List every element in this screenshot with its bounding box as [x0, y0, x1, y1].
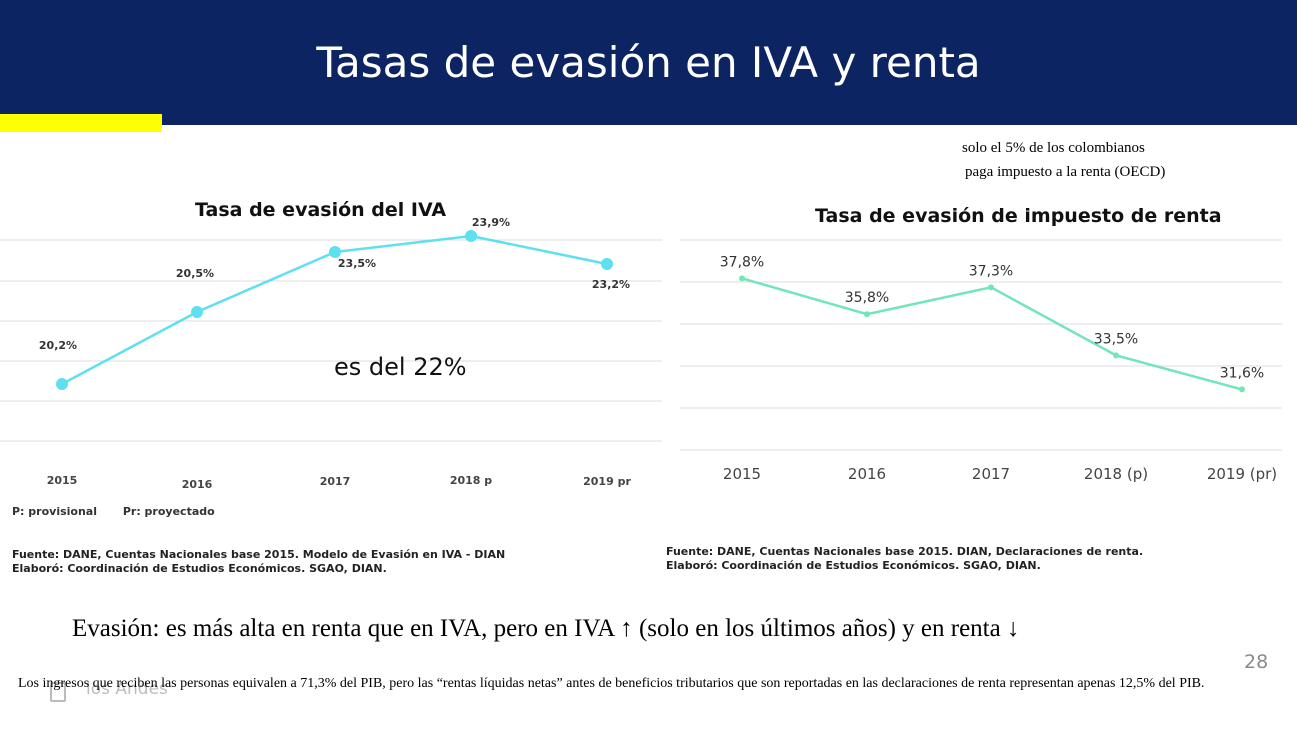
- data-label: 20,2%: [39, 339, 77, 352]
- data-point: [1239, 386, 1245, 393]
- data-label: 35,8%: [845, 290, 889, 306]
- iva-chart-title: Tasa de evasión del IVA: [195, 199, 447, 221]
- conclusion-text: Evasión: es más alta en renta que en IVA…: [72, 615, 1020, 642]
- iva-source-line-1: Fuente: DANE, Cuentas Nacionales base 20…: [12, 548, 506, 561]
- x-tick-label: 2016: [182, 478, 213, 491]
- page-number: 28: [1244, 651, 1269, 673]
- data-label: 33,5%: [1094, 331, 1138, 347]
- logo-text: los Andes: [86, 679, 168, 699]
- legend-provisional: P: provisional: [12, 505, 97, 518]
- iva-evasion-chart: 20,2% 20,5% 23,5% 23,9% 23,2% 2015 2016 2017 201…: [0, 216, 662, 491]
- x-tick-label: 2018 p: [450, 474, 492, 487]
- slide-header: Tasas de evasión en IVA y renta: [0, 0, 1297, 125]
- data-point: [56, 378, 68, 390]
- iva-source: Fuente: DANE, Cuentas Nacionales base 20…: [12, 548, 505, 576]
- data-point: [191, 306, 203, 318]
- data-label: 20,5%: [176, 267, 214, 280]
- series-line: [741, 277, 1243, 391]
- x-tick-label: 2017: [972, 465, 1010, 483]
- x-tick-label: 2015: [47, 474, 78, 487]
- x-tick-label: 2017: [320, 475, 351, 488]
- data-point: [988, 284, 994, 291]
- footnote-text: Los ingresos que reciben las personas eq…: [18, 676, 1205, 691]
- data-label: 23,5%: [338, 257, 376, 270]
- data-point: [329, 246, 341, 258]
- university-logo: los Andes: [50, 676, 200, 716]
- logo-mark-icon: [50, 682, 66, 702]
- data-point: [864, 311, 870, 318]
- renta-chart-title: Tasa de evasión de impuesto de renta: [815, 205, 1222, 227]
- data-point: [1113, 352, 1119, 359]
- data-point: [601, 258, 613, 270]
- slide-title: Tasas de evasión en IVA y renta: [316, 38, 981, 87]
- x-tick-label: 2016: [848, 465, 886, 483]
- callout-text: es del 22%: [334, 353, 467, 381]
- note-line-1: solo el 5% de los colombianos: [962, 140, 1145, 156]
- renta-evasion-chart: 37,8% 35,8% 37,3% 33,5% 31,6% 2015 2016 2017 201…: [680, 239, 1282, 483]
- data-label: 37,3%: [969, 263, 1013, 279]
- x-tick-label: 2019 pr: [583, 475, 631, 488]
- iva-source-line-2: Elaboró: Coordinación de Estudios Económ…: [12, 562, 387, 575]
- x-tick-label: 2019 (pr): [1207, 465, 1277, 483]
- data-label: 31,6%: [1220, 365, 1264, 381]
- x-tick-label: 2018 (p): [1084, 465, 1148, 483]
- renta-source: Fuente: DANE, Cuentas Nacionales base 20…: [666, 545, 1143, 573]
- data-label: 23,2%: [592, 278, 630, 291]
- data-label: 23,9%: [472, 216, 510, 229]
- data-point: [739, 275, 745, 282]
- note-line-2: paga impuesto a la renta (OECD): [965, 164, 1166, 180]
- legend-proyectado: Pr: proyectado: [122, 505, 215, 518]
- renta-source-line-2: Elaboró: Coordinación de Estudios Económ…: [666, 559, 1041, 572]
- accent-bar: [0, 114, 162, 132]
- renta-source-line-1: Fuente: DANE, Cuentas Nacionales base 20…: [666, 545, 1144, 558]
- x-tick-label: 2015: [723, 465, 761, 483]
- data-point: [465, 230, 477, 242]
- iva-legend: P: provisional Pr: proyectado: [12, 505, 237, 518]
- data-label: 37,8%: [720, 254, 764, 270]
